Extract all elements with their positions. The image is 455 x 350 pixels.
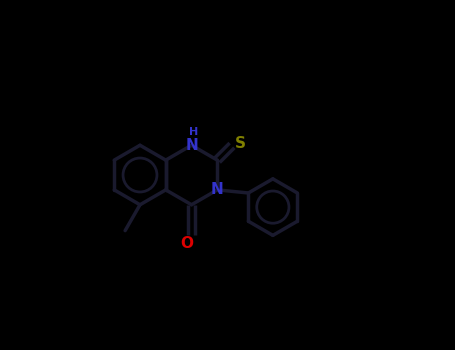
Text: H: H: [189, 127, 198, 137]
Text: S: S: [235, 136, 246, 151]
Text: N: N: [211, 182, 224, 197]
Text: O: O: [180, 236, 193, 251]
Text: N: N: [185, 138, 198, 153]
